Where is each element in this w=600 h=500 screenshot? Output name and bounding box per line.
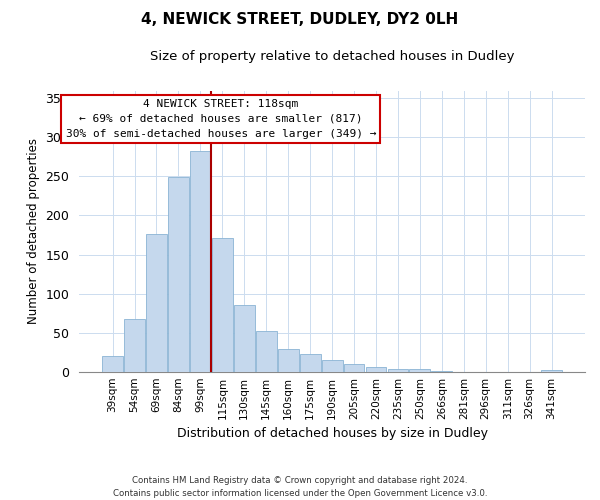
Bar bbox=[409, 368, 430, 372]
Bar bbox=[299, 354, 320, 372]
Bar bbox=[190, 150, 211, 372]
Bar bbox=[234, 306, 255, 372]
Text: Contains HM Land Registry data © Crown copyright and database right 2024.
Contai: Contains HM Land Registry data © Crown c… bbox=[113, 476, 487, 498]
Title: Size of property relative to detached houses in Dudley: Size of property relative to detached ho… bbox=[150, 50, 514, 63]
Bar bbox=[388, 368, 409, 372]
Bar bbox=[146, 234, 167, 372]
Text: 4, NEWICK STREET, DUDLEY, DY2 0LH: 4, NEWICK STREET, DUDLEY, DY2 0LH bbox=[142, 12, 458, 28]
Bar bbox=[212, 238, 233, 372]
Bar bbox=[102, 356, 123, 372]
Bar bbox=[278, 349, 299, 372]
Y-axis label: Number of detached properties: Number of detached properties bbox=[27, 138, 40, 324]
X-axis label: Distribution of detached houses by size in Dudley: Distribution of detached houses by size … bbox=[176, 427, 488, 440]
Bar bbox=[168, 177, 189, 372]
Bar bbox=[431, 371, 452, 372]
Bar bbox=[124, 320, 145, 372]
Bar bbox=[256, 331, 277, 372]
Bar bbox=[541, 370, 562, 372]
Bar bbox=[344, 364, 364, 372]
Bar bbox=[322, 360, 343, 372]
Bar bbox=[365, 367, 386, 372]
Text: 4 NEWICK STREET: 118sqm
← 69% of detached houses are smaller (817)
30% of semi-d: 4 NEWICK STREET: 118sqm ← 69% of detache… bbox=[65, 99, 376, 138]
